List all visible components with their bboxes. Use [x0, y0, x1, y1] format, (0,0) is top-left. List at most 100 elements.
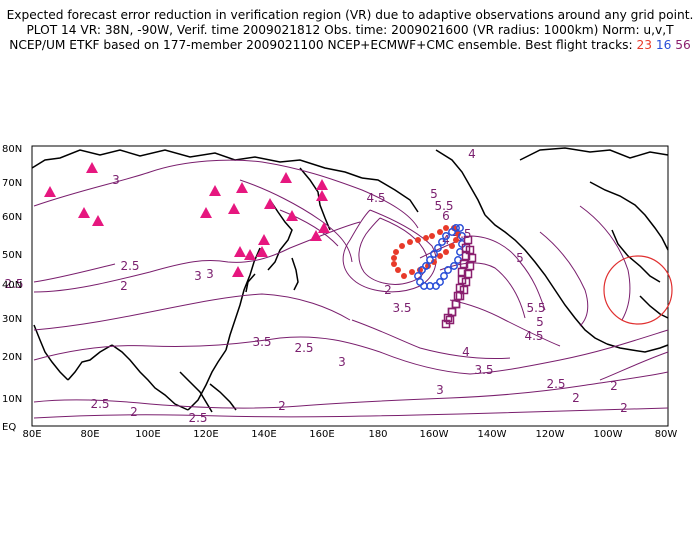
contour-value-label: 4 — [462, 345, 470, 359]
flight-track-point — [451, 299, 461, 309]
flight-track-point — [391, 255, 397, 261]
flight-track-point — [418, 266, 426, 274]
flight-track-red — [391, 225, 461, 279]
flight-track-point — [423, 235, 429, 241]
flight-track-point — [465, 261, 475, 271]
contour-value-label: 6 — [442, 209, 450, 223]
triangle-marker — [310, 230, 322, 241]
lat-label: 60N — [2, 212, 22, 223]
triangle-marker — [92, 215, 104, 226]
lon-label: 100W — [594, 429, 623, 440]
lon-label: 100E — [135, 429, 160, 440]
lon-label: 120E — [193, 429, 218, 440]
latitude-labels: EQ 10N 20N 30N 40N 50N 60N 70N 80N — [2, 144, 22, 433]
track-number-purple: 56 — [675, 38, 691, 52]
triangle-marker — [86, 162, 98, 173]
flight-track-point — [420, 282, 428, 290]
lat-label: EQ — [2, 422, 16, 433]
contour-value-label: 2 — [620, 401, 628, 415]
contour-value-label: 4 — [468, 147, 476, 161]
flight-track-point — [436, 278, 444, 286]
flight-track-point — [465, 245, 475, 255]
triangle-marker — [280, 172, 292, 183]
triangle-marker — [316, 179, 328, 190]
contour-value-label: 2 — [384, 283, 392, 297]
track-number-blue: 16 — [655, 38, 672, 52]
flight-track-point — [442, 232, 450, 240]
triangle-marker — [256, 246, 268, 257]
flight-track-point — [437, 253, 443, 259]
flight-track-point — [391, 261, 397, 267]
flight-track-point — [457, 267, 467, 277]
verification-region-circle — [603, 255, 673, 325]
contour-value-label: 2 — [130, 405, 138, 419]
contour-value-label: 4 — [442, 233, 450, 247]
flight-track-point — [463, 235, 473, 245]
flight-track-point — [445, 315, 455, 325]
title-line-1: Expected forecast error reduction in ver… — [6, 8, 694, 22]
observation-site-markers — [44, 162, 330, 277]
flight-track-point — [452, 224, 460, 232]
lat-label: 30N — [2, 314, 22, 325]
flight-track-point — [395, 267, 401, 273]
triangle-marker — [232, 266, 244, 277]
contour-value-label: 3 — [338, 355, 346, 369]
lat-label: 70N — [2, 178, 22, 189]
flight-track-point — [450, 262, 458, 270]
flight-track-point — [415, 237, 421, 243]
triangle-marker — [318, 222, 330, 233]
contour-value-label: 2 — [610, 379, 618, 393]
flight-track-purple — [441, 235, 477, 329]
contour-value-label: 2.5 — [4, 277, 23, 291]
lat-label: 40N — [2, 280, 22, 291]
flight-track-point — [448, 228, 456, 236]
title-line-3-text: NCEP/UM ETKF based on 177-member 2009021… — [9, 38, 637, 52]
title-line-2: PLOT 14 VR: 38N, -90W, Verif. time 20090… — [26, 23, 674, 37]
contour-value-label: 3.5 — [392, 301, 411, 315]
flight-track-point — [459, 285, 469, 295]
flight-track-point — [443, 249, 449, 255]
contour-value-label: 2.5 — [546, 377, 565, 391]
lon-label: 140E — [251, 429, 276, 440]
flight-track-point — [434, 244, 442, 252]
map-frame — [31, 145, 669, 427]
lon-label: 160E — [309, 429, 334, 440]
triangle-marker — [244, 249, 256, 260]
flight-track-point — [456, 224, 464, 232]
lon-label: 80E — [80, 429, 99, 440]
flight-track-point — [467, 253, 477, 263]
triangle-marker — [78, 207, 90, 218]
contour-lines — [33, 159, 669, 419]
flight-track-point — [461, 277, 471, 287]
flight-track-point — [440, 272, 448, 280]
flight-track-point — [443, 225, 449, 231]
contour-value-label: 3 — [436, 383, 444, 397]
lat-label: 10N — [2, 394, 22, 405]
triangle-marker — [44, 186, 56, 197]
triangle-marker — [228, 203, 240, 214]
contour-value-label: 3 — [194, 269, 202, 283]
flight-track-point — [429, 233, 435, 239]
triangle-marker — [209, 185, 221, 196]
contour-value-label: 3.5 — [252, 335, 271, 349]
contour-value-label: 5.5 — [434, 199, 453, 213]
contour-value-label: 5.5 — [526, 301, 545, 315]
contour-value-label: 3 — [112, 173, 120, 187]
flight-track-point — [399, 243, 405, 249]
contour-value-label: 2 — [572, 391, 580, 405]
longitude-labels: 80E 80E 100E 120E 140E 160E 180 160W 140W 120W 100… — [22, 429, 677, 440]
contour-value-label: 2 — [278, 399, 286, 413]
title-line-3: NCEP/UM ETKF based on 177-member 2009021… — [0, 38, 700, 52]
contour-value-label: 2 — [120, 279, 128, 293]
lon-label: 160W — [420, 429, 449, 440]
flight-track-point — [409, 269, 415, 275]
lon-label: 80W — [655, 429, 678, 440]
flight-track-point — [422, 262, 430, 270]
flight-track-blue — [414, 224, 466, 290]
triangle-marker — [234, 246, 246, 257]
contour-value-label: 3 — [206, 267, 214, 281]
lon-label: 180 — [368, 429, 387, 440]
flight-track-point — [426, 256, 434, 264]
